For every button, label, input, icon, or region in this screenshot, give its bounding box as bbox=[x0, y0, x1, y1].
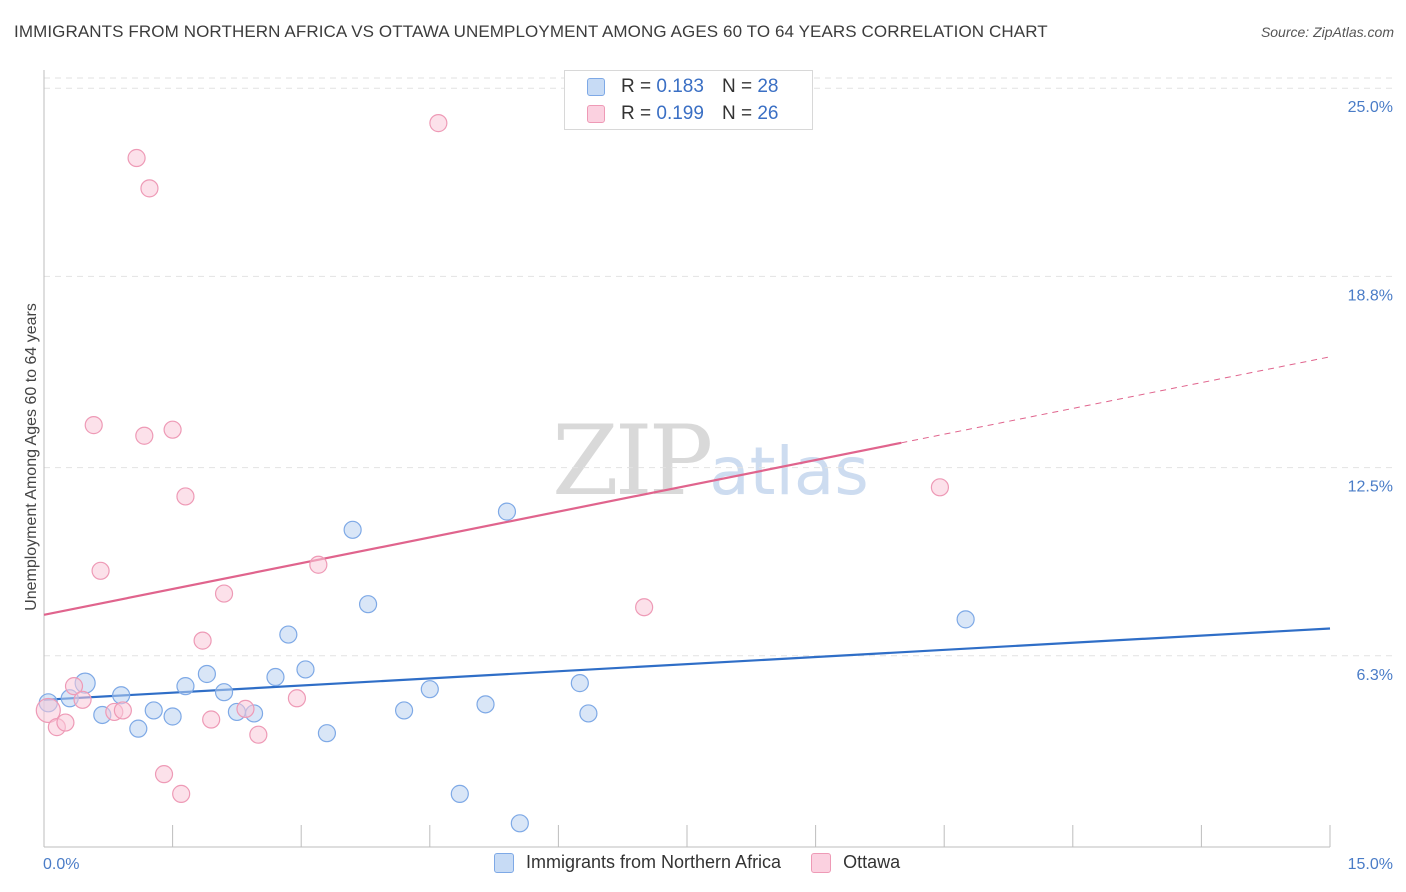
series-legend-immigrants[interactable]: Immigrants from Northern Africa bbox=[494, 852, 781, 873]
point-ottawa bbox=[56, 713, 75, 732]
point-immigrants bbox=[112, 686, 131, 705]
y-axis-label: Unemployment Among Ages 60 to 64 years bbox=[23, 303, 40, 611]
y-tick-label: 6.3% bbox=[1357, 667, 1393, 684]
point-immigrants bbox=[129, 719, 148, 738]
point-immigrants bbox=[163, 707, 182, 726]
point-ottawa bbox=[64, 677, 84, 696]
point-immigrants bbox=[144, 701, 163, 720]
legend-swatch-ottawa bbox=[587, 105, 605, 123]
point-ottawa bbox=[176, 487, 195, 506]
legend-r-value: 0.199 bbox=[656, 103, 704, 124]
point-ottawa bbox=[309, 555, 328, 574]
data-points bbox=[35, 114, 975, 833]
point-immigrants bbox=[497, 502, 517, 521]
point-ottawa bbox=[202, 710, 221, 729]
point-immigrants bbox=[510, 814, 529, 833]
point-ottawa bbox=[84, 416, 103, 435]
point-ottawa bbox=[429, 114, 448, 133]
axes bbox=[43, 70, 1331, 848]
point-ottawa bbox=[930, 478, 950, 497]
point-immigrants bbox=[358, 595, 378, 614]
point-ottawa bbox=[35, 697, 61, 724]
point-immigrants bbox=[394, 701, 414, 720]
point-immigrants bbox=[317, 724, 337, 743]
legend-n-value: 28 bbox=[757, 76, 779, 97]
correlation-legend: R = 0.183 N = 28 R = 0.199 N = 26 bbox=[564, 70, 813, 130]
legend-row-ottawa: R = 0.199 N = 26 bbox=[587, 102, 778, 126]
series-legend: Immigrants from Northern Africa Ottawa bbox=[494, 852, 930, 873]
series-legend-ottawa[interactable]: Ottawa bbox=[811, 852, 900, 873]
trend-lines bbox=[43, 356, 1331, 701]
trend-line-ottawa bbox=[43, 441, 902, 616]
y-tick-label: 12.5% bbox=[1348, 479, 1393, 496]
watermark: ZIPatlas bbox=[552, 405, 869, 517]
y-tick-label: 25.0% bbox=[1348, 99, 1393, 116]
series-swatch-immigrants bbox=[494, 852, 514, 873]
x-tick-label: 0.0% bbox=[43, 856, 79, 873]
point-ottawa bbox=[214, 584, 234, 603]
trend-line-immigrants bbox=[43, 627, 1331, 701]
legend-row-immigrants: R = 0.183 N = 28 bbox=[587, 75, 778, 99]
legend-n-label: N = bbox=[721, 76, 753, 97]
y-tick-label: 18.8% bbox=[1348, 287, 1393, 304]
point-ottawa bbox=[135, 426, 154, 445]
gridlines bbox=[44, 77, 1394, 657]
point-immigrants bbox=[570, 674, 589, 693]
watermark-atlas: atlas bbox=[709, 433, 869, 510]
series-label-immigrants: Immigrants from Northern Africa bbox=[526, 852, 782, 872]
point-immigrants bbox=[476, 695, 495, 714]
watermark-zip: ZIP bbox=[552, 405, 713, 517]
point-ottawa bbox=[193, 631, 212, 650]
point-ottawa bbox=[73, 690, 92, 709]
point-ottawa bbox=[91, 561, 110, 580]
point-immigrants bbox=[197, 664, 216, 684]
point-ottawa bbox=[172, 784, 191, 803]
point-immigrants bbox=[296, 660, 315, 679]
trend-line-ottawa-extension bbox=[901, 356, 1331, 444]
point-ottawa bbox=[154, 765, 174, 784]
x-tick-label: 15.0% bbox=[1348, 856, 1393, 873]
source-credit: Source: ZipAtlas.com bbox=[1260, 24, 1394, 40]
point-immigrants bbox=[420, 680, 439, 699]
point-immigrants bbox=[579, 704, 598, 723]
legend-r-value: 0.183 bbox=[656, 76, 704, 97]
point-ottawa bbox=[249, 725, 268, 744]
point-immigrants bbox=[343, 520, 362, 539]
series-label-ottawa: Ottawa bbox=[843, 852, 901, 872]
point-ottawa bbox=[236, 699, 255, 719]
legend-n-label: N = bbox=[721, 103, 753, 124]
chart-title: IMMIGRANTS FROM NORTHERN AFRICA VS OTTAW… bbox=[14, 22, 1048, 41]
point-ottawa bbox=[635, 598, 654, 617]
point-ottawa bbox=[127, 148, 146, 168]
axis-labels: 6.3% 12.5% 18.8% 25.0% 0.0% 15.0% Unemployment… bbox=[23, 99, 1393, 873]
point-ottawa bbox=[163, 420, 182, 439]
point-ottawa bbox=[113, 701, 132, 720]
point-ottawa bbox=[287, 689, 307, 708]
point-immigrants bbox=[214, 683, 234, 702]
legend-swatch-immigrants bbox=[587, 78, 605, 96]
legend-n-value: 26 bbox=[757, 103, 779, 124]
point-immigrants bbox=[956, 610, 975, 629]
legend-r-label: R = bbox=[621, 76, 652, 97]
series-swatch-ottawa bbox=[811, 852, 832, 873]
point-immigrants bbox=[279, 625, 298, 644]
point-ottawa bbox=[140, 179, 159, 198]
point-immigrants bbox=[450, 784, 469, 803]
point-immigrants bbox=[266, 667, 285, 687]
legend-r-label: R = bbox=[621, 103, 652, 124]
point-immigrants bbox=[176, 677, 195, 696]
